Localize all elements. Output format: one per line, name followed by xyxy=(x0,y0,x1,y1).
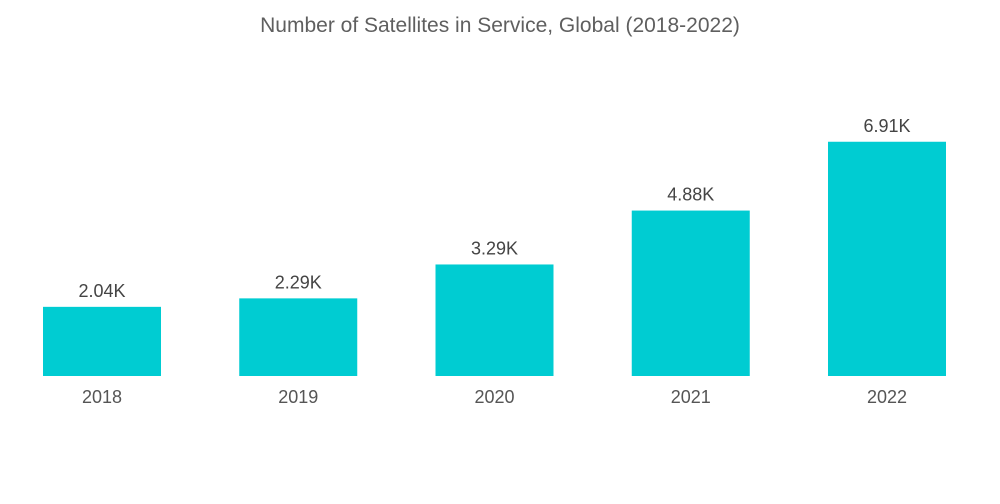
x-tick-label-2021: 2021 xyxy=(671,387,711,407)
bar-2019 xyxy=(239,298,358,376)
bar-2021 xyxy=(631,210,750,376)
bar-2018 xyxy=(43,306,161,376)
data-label-2021: 4.88K xyxy=(667,185,714,205)
data-label-2019: 2.29K xyxy=(275,272,322,292)
x-tick-label-2018: 2018 xyxy=(82,387,122,407)
x-tick-label-2020: 2020 xyxy=(474,387,514,407)
chart-title: Number of Satellites in Service, Global … xyxy=(260,14,740,37)
bar-2022 xyxy=(828,141,946,376)
data-label-2020: 3.29K xyxy=(471,238,518,258)
x-tick-label-2019: 2019 xyxy=(278,387,318,407)
x-tick-label-2022: 2022 xyxy=(867,387,907,407)
bar-2020 xyxy=(435,264,554,376)
data-label-2018: 2.04K xyxy=(78,281,125,301)
data-label-2022: 6.91K xyxy=(863,116,910,136)
